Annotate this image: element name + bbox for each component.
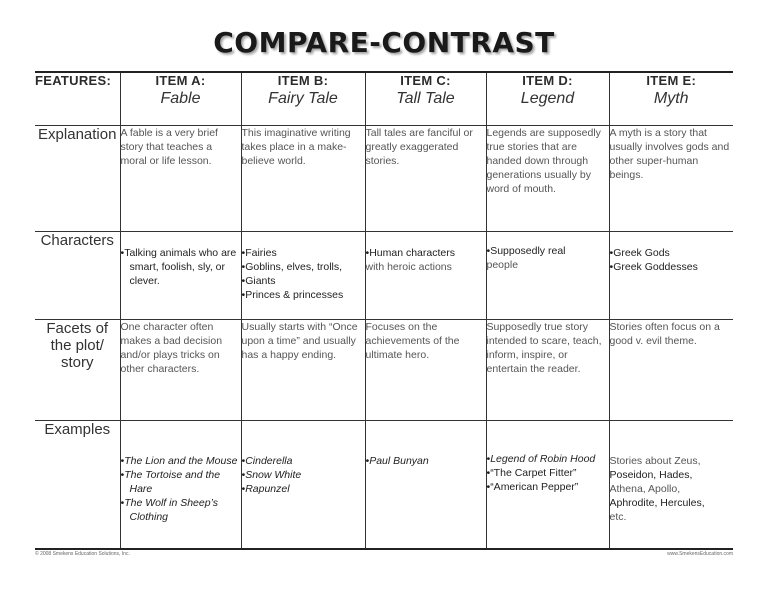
list-item: Legend of Robin Hood xyxy=(487,452,609,466)
item-e-header: ITEM E: Myth xyxy=(608,71,733,126)
bullet-list: Cinderella Snow White Rapunzel xyxy=(242,454,365,496)
page-title: COMPARE-CONTRAST xyxy=(213,26,555,59)
table-cell: Focuses on the achievements of the ultim… xyxy=(364,318,487,421)
list-item: Fairies xyxy=(242,246,365,260)
features-header: FEATURES: xyxy=(35,71,121,126)
list-item: Snow White xyxy=(242,468,365,482)
facets-row: Facets of the plot/ story One character … xyxy=(35,318,733,421)
table-cell: Paul Bunyan xyxy=(364,419,487,550)
list-item: The Wolf in Sheep’s Clothing xyxy=(121,496,241,524)
cell-text: Athena, Apollo, xyxy=(609,482,681,495)
table-cell: Talking animals who are smart, foolish, … xyxy=(119,230,242,320)
row-label: Explanation xyxy=(35,124,121,232)
item-c-header: ITEM C: Tall Tale xyxy=(364,71,487,126)
list-item: “The Carpet Fitter” xyxy=(487,466,609,480)
list-item: Rapunzel xyxy=(242,482,365,496)
list-item: Goblins, elves, trolls, xyxy=(242,260,365,274)
explanation-row: Explanation A fable is a very brief stor… xyxy=(35,124,733,232)
bullet-list: Fairies Goblins, elves, trolls, Giants P… xyxy=(242,246,365,302)
table-cell: Supposedly real people xyxy=(485,230,610,320)
cell-text: Stories about Zeus, xyxy=(609,454,701,467)
cell-text: etc. xyxy=(609,510,627,523)
bullet-list: Greek Gods Greek Goddesses xyxy=(610,246,734,274)
cell-text: people xyxy=(486,258,519,271)
list-item: The Lion and the Mouse xyxy=(121,454,241,468)
bullet-list: Supposedly real xyxy=(487,244,609,258)
item-b-header: ITEM B: Fairy Tale xyxy=(240,71,366,126)
website-footer: www.SmekensEducation.com xyxy=(667,551,733,557)
table-cell: Supposedly true story intended to scare,… xyxy=(485,318,610,421)
table-cell: Fairies Goblins, elves, trolls, Giants P… xyxy=(240,230,366,320)
table-cell: Stories about Zeus, Poseidon, Hades, Ath… xyxy=(608,419,733,550)
list-item: Greek Goddesses xyxy=(610,260,734,274)
table-cell: One character often makes a bad decision… xyxy=(119,318,242,421)
list-item: Supposedly real xyxy=(487,244,609,258)
item-name: Tall Tale xyxy=(396,90,455,107)
item-name: Myth xyxy=(653,90,689,107)
list-item: Cinderella xyxy=(242,454,365,468)
cell-text: Poseidon, Hades, xyxy=(609,468,693,481)
item-d-header: ITEM D: Legend xyxy=(485,71,610,126)
item-label: ITEM D: xyxy=(522,73,573,88)
table-cell: A myth is a story that usually involves … xyxy=(608,124,733,232)
copyright-footer: © 2008 Smekens Education Solutions, Inc. xyxy=(35,551,130,557)
item-name: Fable xyxy=(160,90,201,107)
table-cell: Stories often focus on a good v. evil th… xyxy=(608,318,733,421)
table-cell: Legend of Robin Hood “The Carpet Fitter”… xyxy=(485,419,610,550)
table-cell: Usually starts with “Once upon a time” a… xyxy=(240,318,366,421)
table-cell: Tall tales are fanciful or greatly exagg… xyxy=(364,124,487,232)
bullet-list: Human characters xyxy=(366,246,486,260)
compare-contrast-table: FEATURES: ITEM A: Fable ITEM B: Fairy Ta… xyxy=(35,71,733,550)
list-item: Paul Bunyan xyxy=(366,454,486,468)
table-cell: A fable is a very brief story that teach… xyxy=(119,124,242,232)
item-label: ITEM C: xyxy=(400,73,451,88)
item-name: Legend xyxy=(520,90,575,107)
row-label: Characters xyxy=(35,230,121,320)
list-item: Human characters xyxy=(366,246,486,260)
table-cell: The Lion and the Mouse The Tortoise and … xyxy=(119,419,242,550)
list-item: “American Pepper” xyxy=(487,480,609,494)
table-cell: Cinderella Snow White Rapunzel xyxy=(240,419,366,550)
list-item: Greek Gods xyxy=(610,246,734,260)
examples-row: Examples The Lion and the Mouse The Tort… xyxy=(35,419,733,550)
table-cell: This imaginative writing takes place in … xyxy=(240,124,366,232)
item-name: Fairy Tale xyxy=(268,90,338,107)
row-label: Facets of the plot/ story xyxy=(35,318,121,421)
list-item: The Tortoise and the Hare xyxy=(121,468,241,496)
item-label: ITEM E: xyxy=(646,73,697,88)
bullet-list: Paul Bunyan xyxy=(366,454,486,468)
row-label: Examples xyxy=(35,419,121,550)
item-a-header: ITEM A: Fable xyxy=(119,71,242,126)
item-label: ITEM B: xyxy=(277,73,329,88)
table-cell: Greek Gods Greek Goddesses xyxy=(608,230,734,320)
characters-row: Characters Talking animals who are smart… xyxy=(35,230,734,320)
list-item: Princes & princesses xyxy=(242,288,365,302)
bullet-list: The Lion and the Mouse The Tortoise and … xyxy=(121,454,241,524)
cell-text: with heroic actions xyxy=(365,260,452,273)
item-label: ITEM A: xyxy=(155,73,206,88)
bullet-list: Legend of Robin Hood “The Carpet Fitter”… xyxy=(487,452,609,494)
list-item: Talking animals who are smart, foolish, … xyxy=(121,246,241,288)
header-row: FEATURES: ITEM A: Fable ITEM B: Fairy Ta… xyxy=(35,71,733,126)
table-cell: Human characters with heroic actions xyxy=(364,230,487,320)
bullet-list: Talking animals who are smart, foolish, … xyxy=(121,246,241,288)
list-item: Giants xyxy=(242,274,365,288)
table-cell: Legends are supposedly true stories that… xyxy=(485,124,610,232)
cell-text: Aphrodite, Hercules, xyxy=(609,496,705,509)
